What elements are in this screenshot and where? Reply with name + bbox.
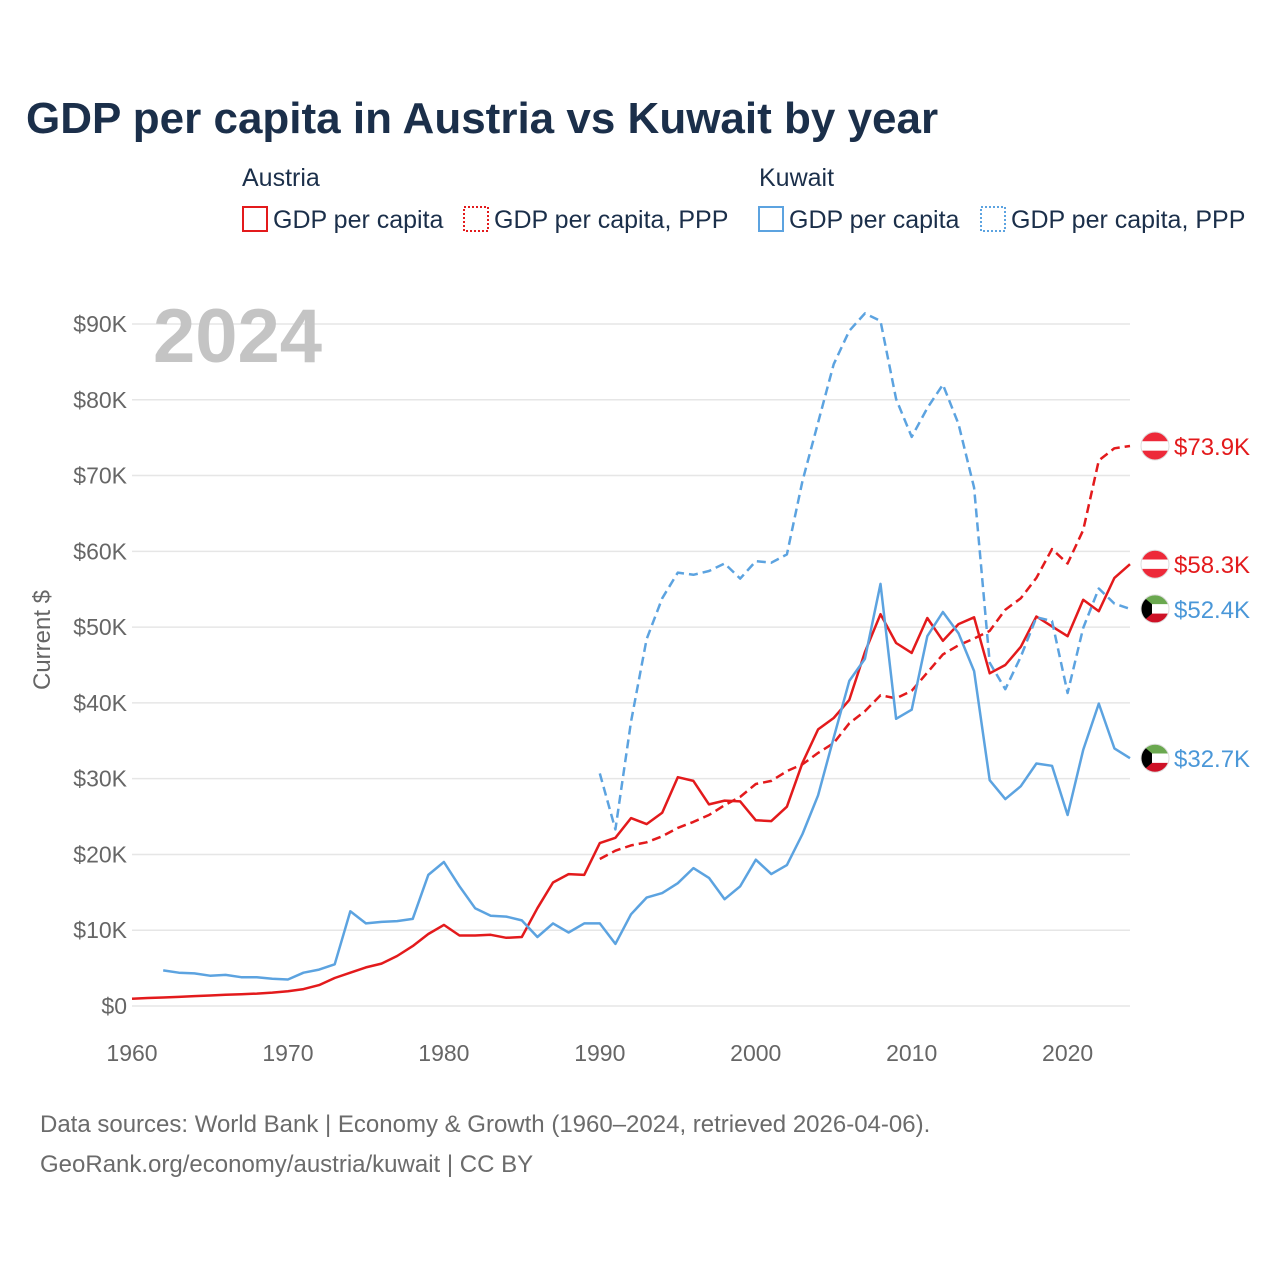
y-axis-ticks: $0 $10K $20K $30K $40K $50K $60K $70K $80K $90K (73, 311, 127, 1019)
end-label-kuwait-gdp-per-capita-ppp: $52.4K (1174, 597, 1250, 624)
end-labels: $58.3K $73.9K $32.7K $52.4K (1140, 431, 1250, 773)
x-tick-label: 1970 (262, 1040, 313, 1066)
end-label-austria-gdp-per-capita: $58.3K (1174, 552, 1250, 579)
austria-flag-icon (1140, 549, 1170, 579)
series-line-austria-gdp-per-capita (131, 563, 1131, 1001)
end-label-kuwait-gdp-per-capita: $32.7K (1174, 746, 1250, 773)
source-line-2: GeoRank.org/economy/austria/kuwait | CC … (40, 1151, 533, 1178)
legend-swatch-kuwait-gdp (758, 206, 784, 232)
y-axis-label: Current $ (29, 590, 56, 690)
series-lines (131, 312, 1131, 1001)
x-axis-ticks: 1960 1970 1980 1990 2000 2010 2020 (106, 1040, 1093, 1066)
legend-item-austria-ppp: GDP per capita, PPP (494, 206, 728, 234)
chart-title: GDP per capita in Austria vs Kuwait by y… (26, 94, 938, 143)
gridlines (132, 323, 1130, 1007)
legend-item-austria-gdp: GDP per capita (273, 206, 444, 234)
y-tick-label: $80K (73, 387, 127, 413)
y-tick-label: $0 (101, 993, 127, 1019)
kuwait-flag-icon (1140, 594, 1170, 624)
end-label-austria-gdp-per-capita-ppp: $73.9K (1174, 434, 1250, 461)
x-tick-label: 2000 (730, 1040, 781, 1066)
x-tick-label: 2010 (886, 1040, 937, 1066)
y-tick-label: $50K (73, 614, 127, 640)
x-tick-label: 1960 (106, 1040, 157, 1066)
series-line-austria-gdp-per-capita-ppp (599, 444, 1131, 861)
legend-item-kuwait-gdp: GDP per capita (789, 206, 960, 234)
y-tick-label: $40K (73, 690, 127, 716)
x-tick-label: 1980 (418, 1040, 469, 1066)
y-tick-label: $30K (73, 766, 127, 792)
y-tick-label: $20K (73, 841, 127, 867)
legend-swatch-kuwait-ppp (980, 206, 1006, 232)
series-line-kuwait-gdp-per-capita (163, 582, 1131, 981)
legend-swatch-austria-ppp (463, 206, 489, 232)
y-tick-label: $70K (73, 463, 127, 489)
austria-flag-icon (1140, 431, 1170, 461)
legend-group-austria: Austria (242, 164, 320, 192)
x-tick-label: 1990 (574, 1040, 625, 1066)
year-watermark: 2024 (153, 294, 322, 379)
y-tick-label: $90K (73, 311, 127, 337)
series-line-kuwait-gdp-per-capita-ppp (598, 312, 1131, 831)
legend-group-kuwait: Kuwait (759, 164, 834, 192)
legend: Austria GDP per capita GDP per capita, P… (242, 164, 1245, 234)
y-tick-label: $10K (73, 917, 127, 943)
legend-swatch-austria-gdp (242, 206, 268, 232)
y-tick-label: $60K (73, 538, 127, 564)
kuwait-flag-icon (1140, 743, 1170, 773)
source-line-1: Data sources: World Bank | Economy & Gro… (40, 1111, 930, 1138)
legend-item-kuwait-ppp: GDP per capita, PPP (1011, 206, 1245, 234)
x-tick-label: 2020 (1042, 1040, 1093, 1066)
